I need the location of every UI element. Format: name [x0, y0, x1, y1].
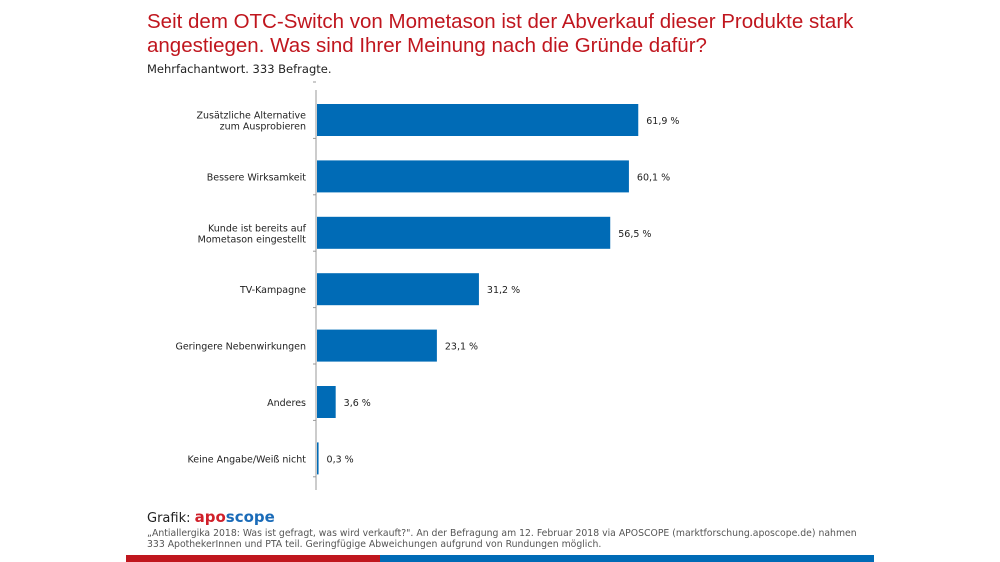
- bar: [317, 386, 336, 418]
- bar: [317, 273, 479, 306]
- value-label: 23,1 %: [445, 342, 478, 353]
- category-label: Geringere Nebenwirkungen: [175, 342, 306, 353]
- bar: [317, 329, 437, 362]
- category-label: TV-Kampagne: [239, 285, 306, 296]
- grafik-label: Grafik:: [147, 511, 191, 526]
- value-label: 3,6 %: [344, 398, 371, 409]
- chart-subtitle: Mehrfachantwort. 333 Befragte.: [147, 62, 332, 76]
- bar: [317, 104, 639, 136]
- bar: [317, 216, 611, 249]
- stripe-red: [126, 555, 380, 562]
- value-label: 60,1 %: [637, 172, 670, 183]
- value-label: 0,3 %: [327, 454, 354, 465]
- bar: [317, 442, 319, 475]
- bar: [317, 160, 629, 193]
- category-label: Kunde ist bereits auf: [208, 223, 307, 234]
- footnote: „Antiallergika 2018: Was ist gefragt, wa…: [147, 528, 857, 550]
- category-label: Mometason eingestellt: [198, 234, 307, 245]
- aposcope-logo: aposcope: [194, 508, 275, 526]
- category-label: Zusätzliche Alternative: [196, 111, 306, 122]
- chart-title: Seit dem OTC-Switch von Mometason ist de…: [147, 10, 854, 57]
- category-label: Keine Angabe/Weiß nicht: [187, 454, 306, 465]
- source-line: Grafik: aposcope: [147, 508, 275, 526]
- category-label: zum Ausprobieren: [220, 122, 306, 133]
- value-label: 56,5 %: [618, 229, 651, 240]
- value-label: 31,2 %: [487, 285, 520, 296]
- value-label: 61,9 %: [646, 116, 679, 127]
- category-label: Anderes: [267, 398, 306, 409]
- category-label: Bessere Wirksamkeit: [207, 172, 307, 183]
- stripe-blue: [380, 555, 874, 562]
